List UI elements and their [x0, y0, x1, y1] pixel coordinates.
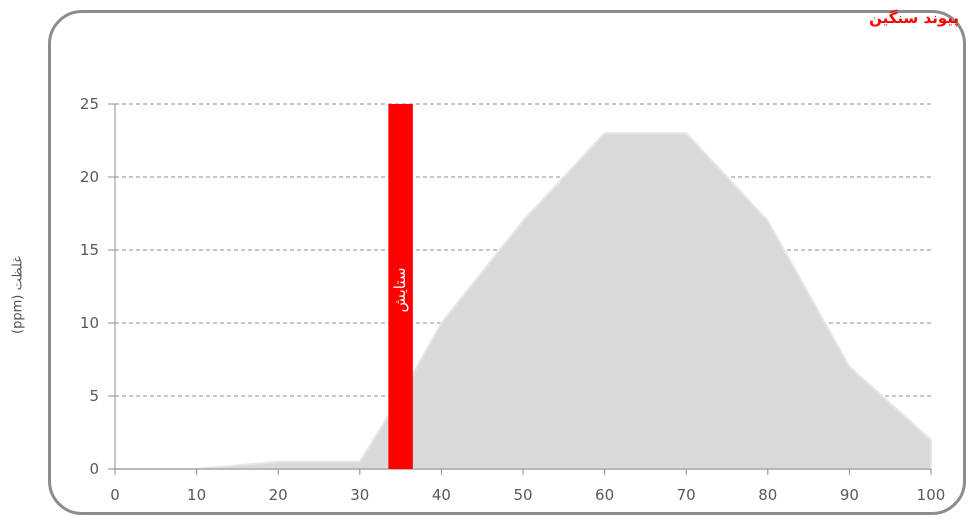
x-tick-label: 50: [513, 486, 532, 504]
x-tick-label: 40: [432, 486, 451, 504]
y-tick-label: 20: [80, 168, 99, 186]
x-tick-label: 100: [917, 486, 946, 504]
y-tick-label: 25: [80, 95, 99, 113]
marker-bar: [388, 104, 413, 469]
y-tick-label: 10: [80, 314, 99, 332]
x-tick-label: 90: [840, 486, 859, 504]
x-tick-label: 10: [187, 486, 206, 504]
x-tick-label: 0: [110, 486, 120, 504]
x-tick-label: 70: [677, 486, 696, 504]
x-tick-label: 80: [758, 486, 777, 504]
marker-label: ستایش: [391, 268, 409, 313]
y-tick-label: 5: [89, 387, 99, 405]
area-series: [115, 132, 932, 470]
y-tick-label: 15: [80, 241, 99, 259]
y-tick-label: 0: [89, 460, 99, 478]
x-tick-label: 60: [595, 486, 614, 504]
x-tick-label: 30: [350, 486, 369, 504]
corner-title: پیوند سنگین: [869, 9, 959, 27]
x-tick-label: 20: [269, 486, 288, 504]
